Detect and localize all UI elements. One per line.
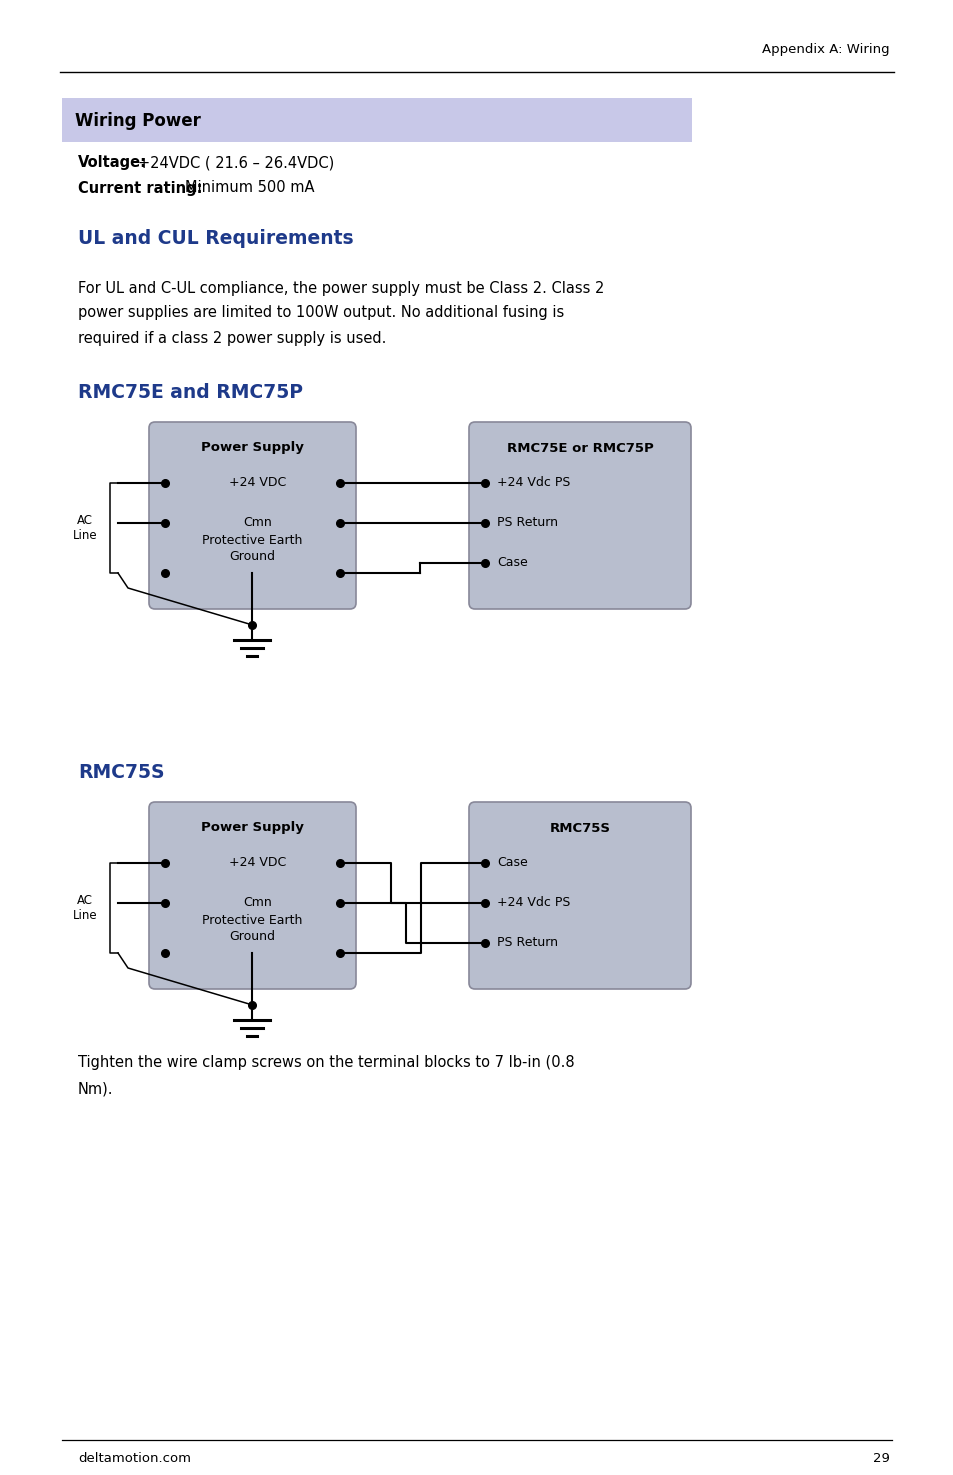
FancyBboxPatch shape <box>149 802 355 990</box>
Bar <box>62 97 691 142</box>
Text: +24 VDC: +24 VDC <box>229 476 286 490</box>
Text: Cmn: Cmn <box>243 897 272 910</box>
Text: For UL and C-UL compliance, the power supply must be Class 2. Class 2: For UL and C-UL compliance, the power su… <box>78 280 604 295</box>
Text: +24 Vdc PS: +24 Vdc PS <box>497 897 570 910</box>
Text: RMC75S: RMC75S <box>549 822 610 835</box>
FancyBboxPatch shape <box>469 802 690 990</box>
Text: +24 VDC: +24 VDC <box>229 857 286 869</box>
Text: UL and CUL Requirements: UL and CUL Requirements <box>78 229 354 248</box>
Text: Ground: Ground <box>230 931 275 944</box>
Text: PS Return: PS Return <box>497 937 558 950</box>
Text: Protective Earth: Protective Earth <box>202 914 302 928</box>
FancyBboxPatch shape <box>469 422 690 609</box>
Text: deltamotion.com: deltamotion.com <box>78 1451 191 1465</box>
Text: Power Supply: Power Supply <box>201 441 304 454</box>
Text: Case: Case <box>497 556 527 569</box>
Text: Appendix A: Wiring: Appendix A: Wiring <box>761 43 889 56</box>
Text: Cmn: Cmn <box>243 516 272 530</box>
Text: RMC75E or RMC75P: RMC75E or RMC75P <box>506 441 653 454</box>
Text: Case: Case <box>497 857 527 869</box>
Text: Power Supply: Power Supply <box>201 822 304 835</box>
Text: Tighten the wire clamp screws on the terminal blocks to 7 lb-in (0.8: Tighten the wire clamp screws on the ter… <box>78 1056 574 1071</box>
Text: Voltage:: Voltage: <box>78 155 147 171</box>
Text: Current rating:: Current rating: <box>78 180 202 196</box>
Text: RMC75E and RMC75P: RMC75E and RMC75P <box>78 382 303 401</box>
Text: +24 Vdc PS: +24 Vdc PS <box>497 476 570 490</box>
Text: Ground: Ground <box>230 550 275 563</box>
FancyBboxPatch shape <box>149 422 355 609</box>
Text: Minimum 500 mA: Minimum 500 mA <box>185 180 314 196</box>
Text: +24VDC ( 21.6 – 26.4VDC): +24VDC ( 21.6 – 26.4VDC) <box>138 155 334 171</box>
Text: AC
Line: AC Line <box>72 513 97 541</box>
Text: AC
Line: AC Line <box>72 894 97 922</box>
Text: power supplies are limited to 100W output. No additional fusing is: power supplies are limited to 100W outpu… <box>78 305 563 320</box>
Text: 29: 29 <box>872 1451 889 1465</box>
Text: required if a class 2 power supply is used.: required if a class 2 power supply is us… <box>78 330 386 345</box>
Text: Nm).: Nm). <box>78 1081 113 1096</box>
Text: Wiring Power: Wiring Power <box>75 112 201 130</box>
Text: PS Return: PS Return <box>497 516 558 530</box>
Text: RMC75S: RMC75S <box>78 763 164 782</box>
Text: Protective Earth: Protective Earth <box>202 534 302 547</box>
